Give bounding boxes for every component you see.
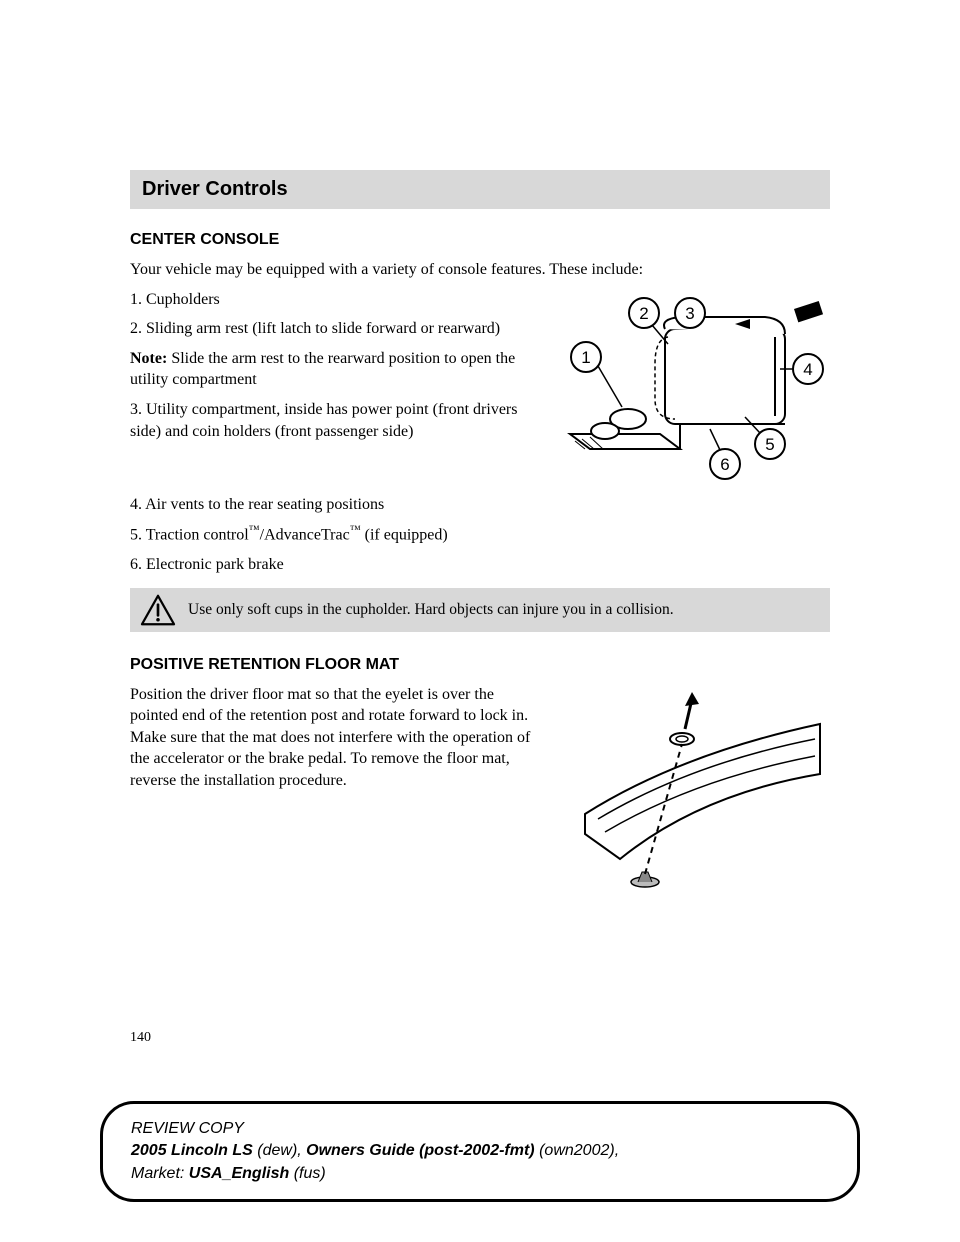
item3: 3. Utility compartment, inside has power… <box>130 399 534 442</box>
warning-triangle-icon <box>140 594 176 626</box>
section2-left: Position the driver floor mat so that th… <box>130 684 534 909</box>
footer-line3b: USA_English <box>189 1165 289 1182</box>
warning-box: Use only soft cups in the cupholder. Har… <box>130 588 830 632</box>
section2-heading: POSITIVE RETENTION FLOOR MAT <box>130 656 830 674</box>
section1-left: 1. Cupholders 2. Sliding arm rest (lift … <box>130 289 534 494</box>
footer-line3c: (fus) <box>289 1165 325 1182</box>
header-title: Driver Controls <box>142 178 818 201</box>
item5a: 5. Traction control <box>130 527 249 544</box>
footer-box: REVIEW COPY 2005 Lincoln LS (dew), Owner… <box>100 1101 860 1202</box>
callout-3: 3 <box>685 304 694 323</box>
console-diagram: 1 2 3 4 5 6 <box>550 289 830 489</box>
callout-1: 1 <box>581 348 590 367</box>
footer-line3: Market: USA_English (fus) <box>131 1163 829 1185</box>
section2-diagram-wrap <box>550 684 830 909</box>
footer-line2d: Owners Guide (post-2002-fmt) <box>306 1142 534 1159</box>
item2: 2. Sliding arm rest (lift latch to slide… <box>130 318 534 340</box>
footer-line2c: , <box>297 1142 306 1159</box>
section1-diagram-wrap: 1 2 3 4 5 6 <box>550 289 830 494</box>
section1-heading: CENTER CONSOLE <box>130 231 830 249</box>
page-content: Driver Controls CENTER CONSOLE Your vehi… <box>0 0 960 909</box>
note-label: Note: <box>130 350 167 367</box>
callout-5: 5 <box>765 435 774 454</box>
footer-line3a: Market: <box>131 1165 189 1182</box>
callout-2: 2 <box>639 304 648 323</box>
section1-intro: Your vehicle may be equipped with a vari… <box>130 259 830 281</box>
page-number: 140 <box>130 1030 151 1046</box>
footer-line2e: (own2002), <box>535 1142 620 1159</box>
footer-line2: 2005 Lincoln LS (dew), Owners Guide (pos… <box>131 1140 829 1162</box>
item5b: /AdvanceTrac <box>260 527 350 544</box>
trademark-icon: ™ <box>249 524 260 536</box>
item5: 5. Traction control™/AdvanceTrac™ (if eq… <box>130 523 830 546</box>
callout-6: 6 <box>720 455 729 474</box>
item5c: (if equipped) <box>361 527 448 544</box>
trademark-icon: ™ <box>350 524 361 536</box>
header-bar: Driver Controls <box>130 170 830 209</box>
note-text: Slide the arm rest to the rearward posit… <box>130 350 515 389</box>
item1: 1. Cupholders <box>130 289 534 311</box>
floormat-diagram <box>550 684 830 904</box>
section1-twocol: 1. Cupholders 2. Sliding arm rest (lift … <box>130 289 830 494</box>
footer-line2b: (dew) <box>253 1142 297 1159</box>
section2-text: Position the driver floor mat so that th… <box>130 684 534 792</box>
footer-line2a: 2005 Lincoln LS <box>131 1142 253 1159</box>
note: Note: Slide the arm rest to the rearward… <box>130 348 534 391</box>
callout-4: 4 <box>803 360 812 379</box>
warning-text: Use only soft cups in the cupholder. Har… <box>188 600 674 620</box>
item4: 4. Air vents to the rear seating positio… <box>130 494 830 516</box>
item6: 6. Electronic park brake <box>130 554 830 576</box>
footer-line1: REVIEW COPY <box>131 1118 829 1140</box>
section2-twocol: Position the driver floor mat so that th… <box>130 684 830 909</box>
